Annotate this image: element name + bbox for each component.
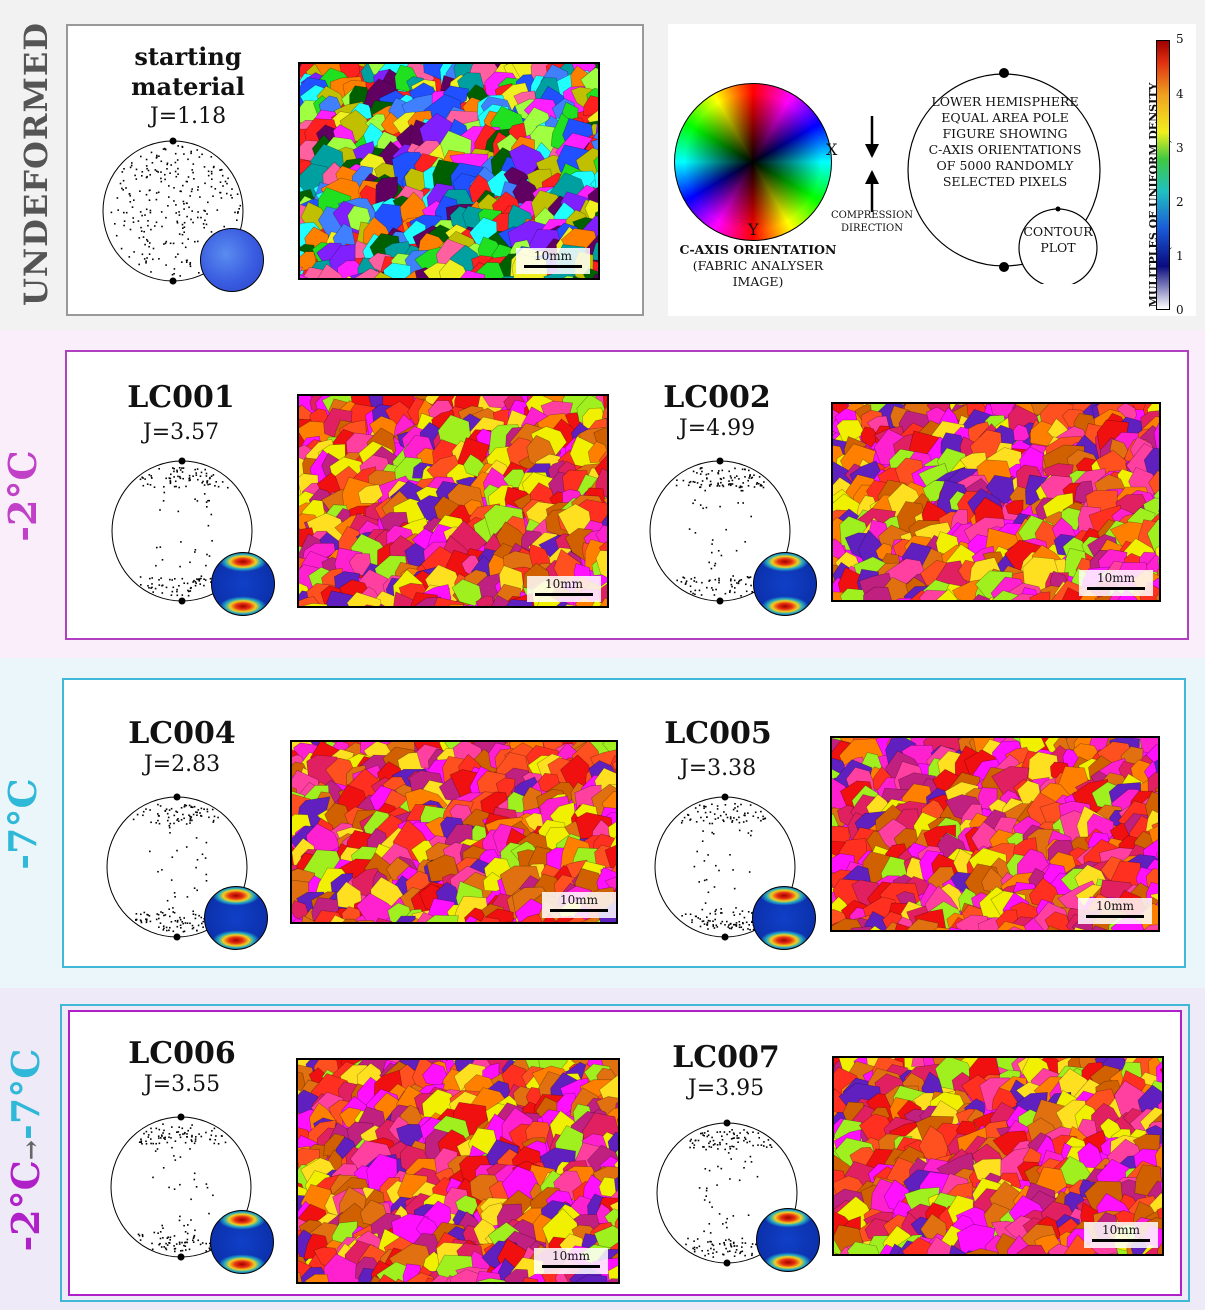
sample-name: starting — [134, 42, 242, 71]
scale-bar: 10mm — [534, 1248, 608, 1274]
caxis-subtitle: (FABRIC ANALYSER — [692, 258, 824, 273]
wheel-x-label: X — [826, 140, 838, 159]
j-index: J=4.99 — [678, 416, 756, 441]
caxis-title: C-AXIS ORIENTATION — [679, 242, 837, 257]
band-label-undeformed: UNDEFORMED — [17, 21, 55, 306]
sample-name: LC006 — [128, 1036, 236, 1071]
contour-plot — [756, 1208, 820, 1272]
j-index: J=3.57 — [142, 420, 220, 445]
pole-legend-text: LOWER HEMISPHERE EQUAL AREA POLE FIGURE … — [928, 94, 1082, 189]
caxis-subtitle-2: IMAGE) — [732, 274, 784, 289]
sample-name: LC007 — [672, 1040, 780, 1075]
contour-plot — [211, 552, 275, 616]
sample-name: LC002 — [663, 380, 771, 415]
compression-label-2: DIRECTION — [840, 223, 904, 234]
j-index: J=3.55 — [143, 1072, 221, 1097]
band-label-mixed: -2°C→-7°C — [3, 1048, 48, 1252]
scale-bar: 10mm — [516, 248, 590, 274]
colorbar-ticks: 5 4 3 2 1 0 — [1176, 32, 1184, 317]
sample-name: LC004 — [128, 716, 236, 751]
band-minus2: -2°C LC001 J=3.57 10mm LC002 J=4.99 10mm — [0, 330, 1205, 658]
starting-material-panel: starting material J=1.18 10mm — [66, 24, 644, 316]
fabric-image — [290, 740, 618, 924]
fabric-image — [296, 1058, 620, 1284]
j-index: J=2.83 — [143, 752, 221, 777]
sample-name: LC005 — [664, 716, 772, 751]
band-label-minus2: -2°C — [0, 450, 45, 542]
contour-plot — [204, 886, 268, 950]
j-index: J=1.18 — [149, 104, 227, 129]
scale-bar: 10mm — [542, 892, 616, 918]
color-wheel — [674, 83, 832, 241]
contour-plot — [752, 886, 816, 950]
contour-plot — [210, 1210, 274, 1274]
band-undeformed: UNDEFORMED starting material J=1.18 10mm… — [0, 0, 1205, 330]
pole-figure — [649, 457, 791, 605]
sample-name: LC001 — [127, 380, 235, 415]
scale-bar: 10mm — [1084, 1222, 1158, 1248]
scale-bar: 10mm — [527, 576, 601, 602]
band-minus7: -7°C LC004 J=2.83 10mm LC005 J=3.38 10mm — [0, 658, 1205, 988]
contour-plot — [200, 228, 264, 292]
mixed-panel: LC006 J=3.55 10mm LC007 J=3.95 10mm — [68, 1010, 1182, 1296]
compression-label: COMPRESSION — [830, 210, 914, 221]
legend-pole-figure — [907, 68, 1101, 284]
colorbar — [1156, 40, 1170, 310]
fabric-image — [298, 62, 600, 280]
minus7-panel: LC004 J=2.83 10mm LC005 J=3.38 10mm — [62, 678, 1186, 968]
sample-name-line2: material — [131, 72, 245, 101]
j-index: J=3.38 — [679, 756, 757, 781]
scale-bar: 10mm — [1079, 570, 1153, 596]
fabric-image — [832, 1056, 1164, 1256]
band-mixed: -2°C→-7°C LC006 J=3.55 10mm LC007 J=3.95… — [0, 988, 1205, 1310]
legend-panel: X Y C-AXIS ORIENTATION (FABRIC ANALYSER … — [668, 24, 1196, 317]
contour-plot — [753, 552, 817, 616]
scale-bar: 10mm — [1078, 898, 1152, 924]
contour-legend-label: CONTOUR PLOT — [1023, 224, 1093, 255]
wheel-y-label: Y — [748, 220, 759, 239]
band-label-minus7: -7°C — [0, 778, 45, 870]
minus2-panel: LC001 J=3.57 10mm LC002 J=4.99 10mm — [65, 350, 1189, 640]
j-index: J=3.95 — [687, 1076, 765, 1101]
mixed-panel-outer — [60, 1004, 1190, 1302]
compression-arrows-icon — [865, 116, 879, 212]
fabric-image — [297, 394, 609, 608]
